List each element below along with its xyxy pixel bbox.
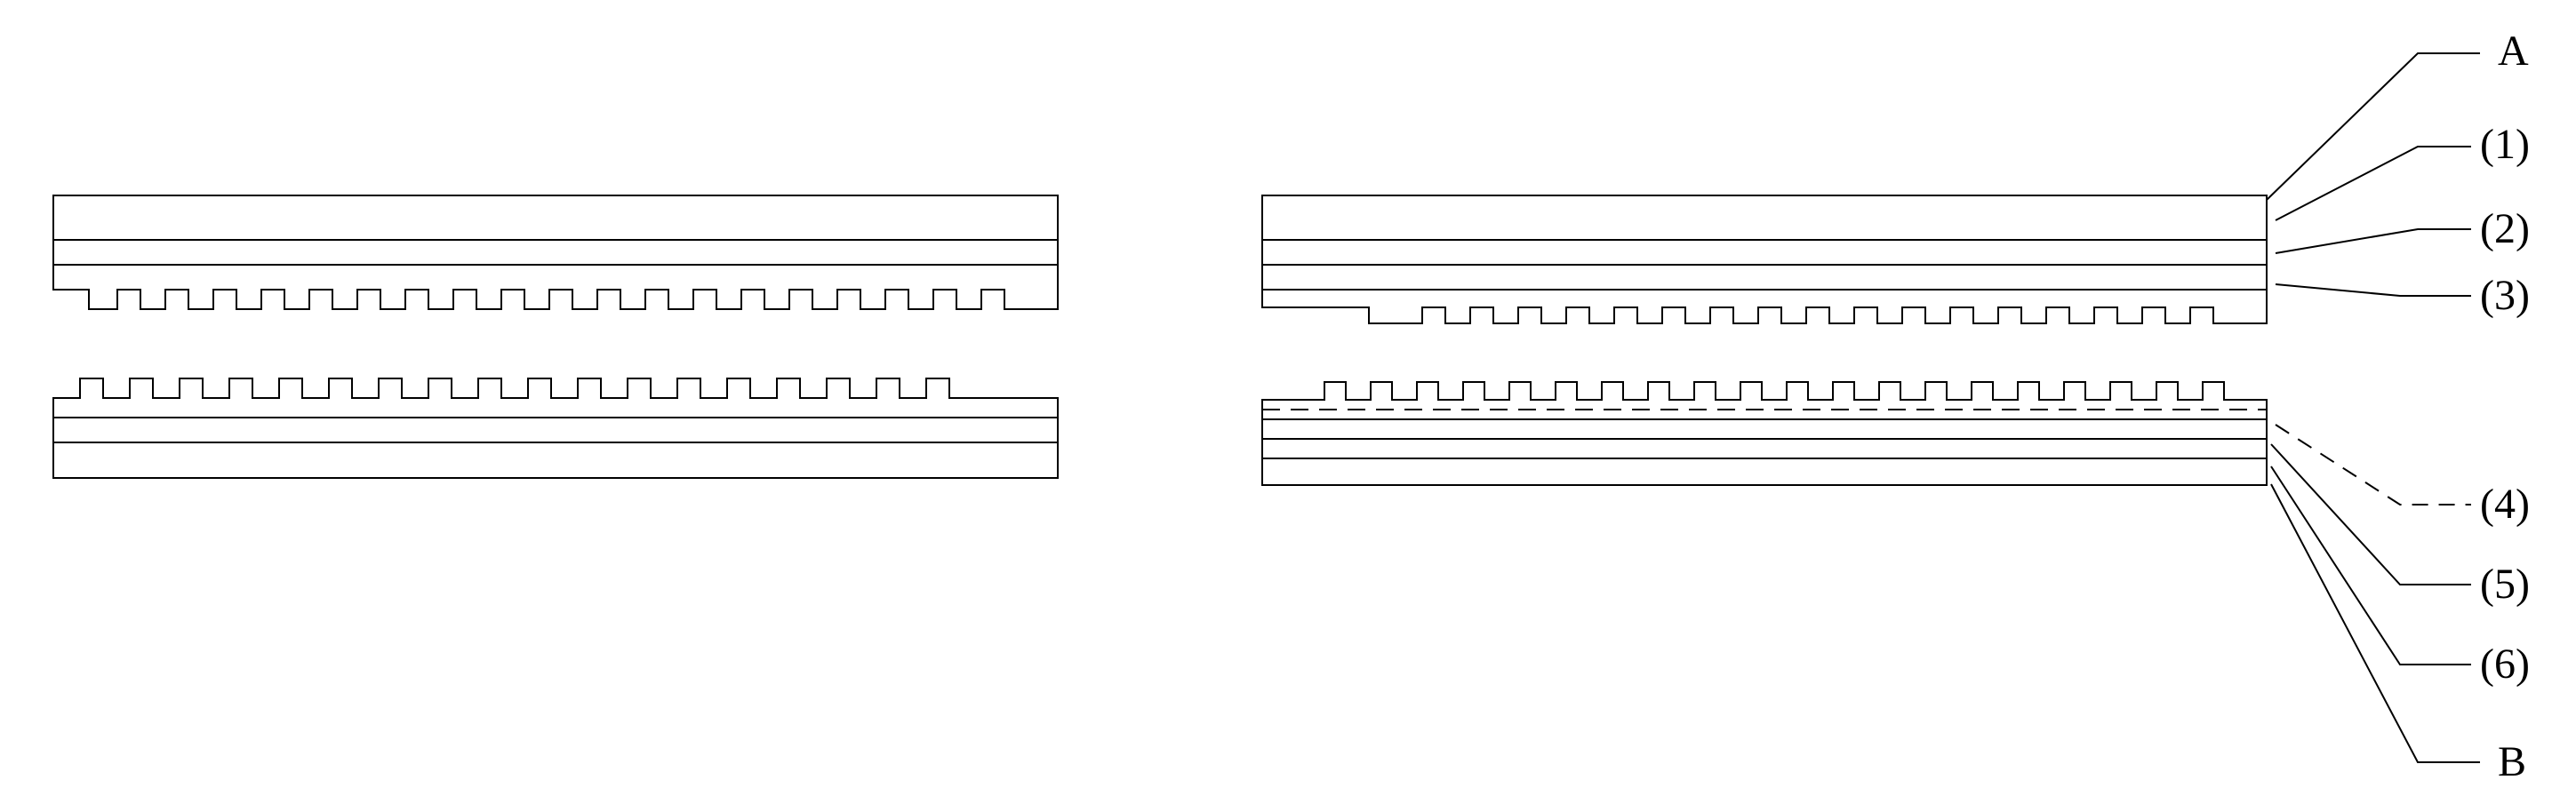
label-B: B — [2498, 737, 2526, 786]
diagram-root: A (1) (2) (3) (4) (5) (6) B — [0, 0, 2576, 812]
stack-left-bottom — [53, 378, 1058, 478]
label-3: (3) — [2480, 271, 2530, 320]
stack-right-bottom — [1262, 382, 2267, 485]
stack-left-top — [53, 195, 1058, 309]
label-A: A — [2498, 27, 2529, 76]
stack-right-top — [1262, 195, 2267, 323]
leader-lines — [2267, 53, 2480, 762]
label-2: (2) — [2480, 204, 2530, 253]
label-1: (1) — [2480, 120, 2530, 169]
label-5: (5) — [2480, 560, 2530, 609]
label-6: (6) — [2480, 640, 2530, 689]
svg-canvas — [0, 0, 2576, 812]
label-4: (4) — [2480, 480, 2530, 529]
